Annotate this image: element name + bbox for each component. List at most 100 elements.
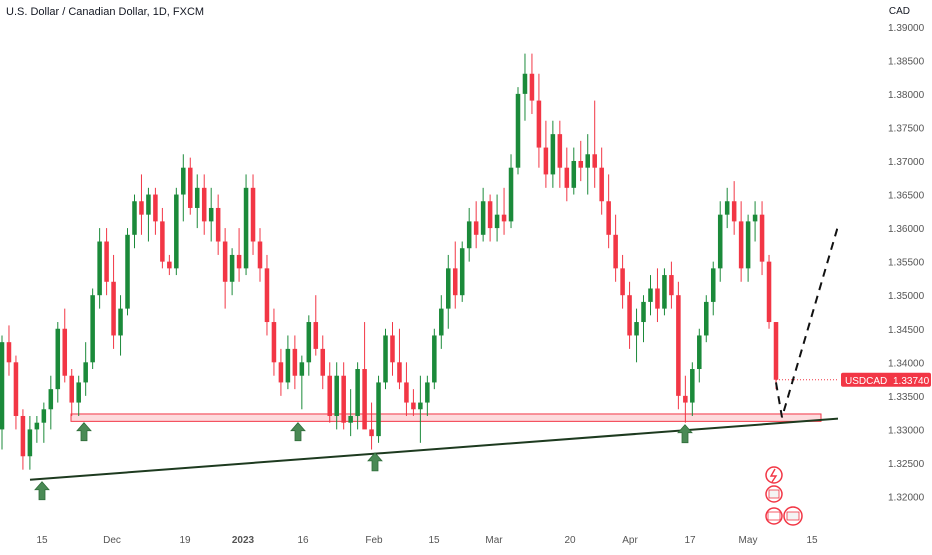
candle-body (76, 382, 81, 403)
candle-body (139, 201, 144, 215)
ascending-trendline[interactable] (29, 417, 839, 481)
candle-body (243, 187, 249, 269)
candle-body (174, 194, 179, 269)
x-tick-label: Mar (485, 535, 503, 546)
x-tick-label: 20 (564, 535, 576, 546)
candle-body (439, 308, 444, 336)
candle-body (48, 389, 54, 410)
candle-body (690, 369, 695, 403)
candle-body (404, 382, 409, 403)
candle-body (194, 187, 200, 208)
candle-body (278, 362, 284, 383)
y-tick-label: 1.37500 (888, 123, 925, 134)
candle-body (634, 322, 639, 336)
candle-body (606, 201, 611, 235)
candle-body (348, 415, 353, 423)
x-tick-label: 15 (36, 535, 48, 546)
x-tick-label: 15 (428, 535, 440, 546)
y-tick-label: 1.34000 (888, 358, 925, 369)
event-icons (765, 466, 803, 526)
candle-body (327, 375, 332, 416)
candle-body (390, 335, 395, 363)
support-zone-box[interactable] (70, 413, 822, 422)
candle-body (215, 207, 221, 242)
candle-body (745, 221, 751, 269)
candle-body (397, 362, 402, 383)
candle-body (69, 375, 74, 403)
candle-body (536, 100, 542, 148)
candle-body (0, 342, 5, 430)
candle-body (62, 328, 68, 376)
candle-body (557, 134, 563, 168)
ca-flag-glyph (767, 511, 781, 521)
last-price-tag: USDCAD 1.33740 (776, 372, 931, 387)
candle-body (543, 147, 549, 175)
y-tick-label: 1.37000 (888, 157, 925, 168)
candle-body (724, 201, 730, 215)
candle-body (752, 214, 758, 222)
candle-body (446, 268, 451, 309)
lightning-glyph (769, 468, 778, 483)
y-tick-label: 1.36500 (888, 191, 925, 202)
candle-body (292, 348, 298, 376)
candle-body (27, 429, 33, 457)
x-tick-label: Feb (365, 535, 383, 546)
us-flag-glyph-2 (786, 511, 800, 521)
candle-body (459, 248, 465, 296)
lightning-event-icon[interactable] (765, 466, 783, 484)
candle-body (620, 268, 625, 296)
candle-body (452, 268, 458, 296)
y-tick-label: 1.33500 (888, 392, 925, 403)
candle-body (613, 234, 618, 269)
candle-body (167, 261, 172, 269)
y-tick-label: 1.35000 (888, 291, 925, 302)
y-tick-label: 1.32000 (888, 493, 925, 504)
candle-body (418, 402, 423, 410)
candle-body (34, 422, 40, 430)
candle-body (257, 241, 263, 269)
candle-body (111, 281, 116, 336)
time-axis: 15 Dec 19 2023 16 Feb 15 Mar 20 Apr 17 May 15 (36, 535, 818, 546)
candle-body (355, 369, 360, 416)
candle-body (299, 362, 305, 376)
candle-body (369, 429, 374, 437)
candle-body (529, 73, 535, 101)
y-tick-label: 1.33000 (888, 425, 925, 436)
candle-body (160, 221, 165, 262)
symbol-label: USDCAD (845, 376, 887, 387)
candle-body (41, 409, 47, 423)
candle-body (411, 402, 416, 410)
support-arrows (34, 422, 693, 501)
candle-body (522, 73, 528, 94)
y-tick-label: 1.32500 (888, 459, 925, 470)
up-arrow-icon (76, 422, 92, 442)
candle-body (271, 322, 277, 363)
y-tick-label: 1.35500 (888, 258, 925, 269)
candle-body (425, 382, 430, 403)
candle-body (766, 261, 772, 323)
y-tick-label: 1.34500 (888, 325, 925, 336)
y-tick-label: 1.38500 (888, 56, 925, 67)
candle-body (236, 254, 242, 269)
y-tick-label: 1.36000 (888, 224, 925, 235)
candle-body (181, 167, 186, 195)
candle-body (20, 415, 26, 457)
currency-label: CAD (888, 6, 910, 17)
last-price-badge[interactable] (841, 372, 931, 387)
candle-body (676, 295, 681, 396)
last-price-label: 1.33740 (893, 376, 930, 387)
candle-body (188, 167, 193, 208)
projection-path[interactable] (775, 143, 863, 418)
x-tick-label: Dec (103, 535, 121, 546)
us-flag-glyph (768, 489, 780, 499)
candle-body (306, 322, 312, 363)
candle-body (501, 214, 507, 222)
candle-body (480, 201, 486, 235)
candle-body (578, 160, 584, 168)
price-axis-bg[interactable] (838, 0, 932, 550)
candle-body (669, 275, 674, 296)
candle-body (153, 194, 158, 222)
candle-body (599, 167, 604, 202)
